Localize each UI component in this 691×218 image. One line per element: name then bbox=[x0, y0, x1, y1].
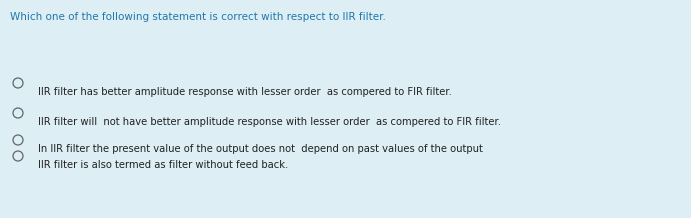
Text: IIR filter will  not have better amplitude response with lesser order  as comper: IIR filter will not have better amplitud… bbox=[38, 117, 501, 127]
Text: IIR filter has better amplitude response with lesser order  as compered to FIR f: IIR filter has better amplitude response… bbox=[38, 87, 452, 97]
Text: Which one of the following statement is correct with respect to IIR filter.: Which one of the following statement is … bbox=[10, 12, 386, 22]
Text: In IIR filter the present value of the output does not  depend on past values of: In IIR filter the present value of the o… bbox=[38, 144, 483, 154]
Text: IIR filter is also termed as filter without feed back.: IIR filter is also termed as filter with… bbox=[38, 160, 288, 170]
